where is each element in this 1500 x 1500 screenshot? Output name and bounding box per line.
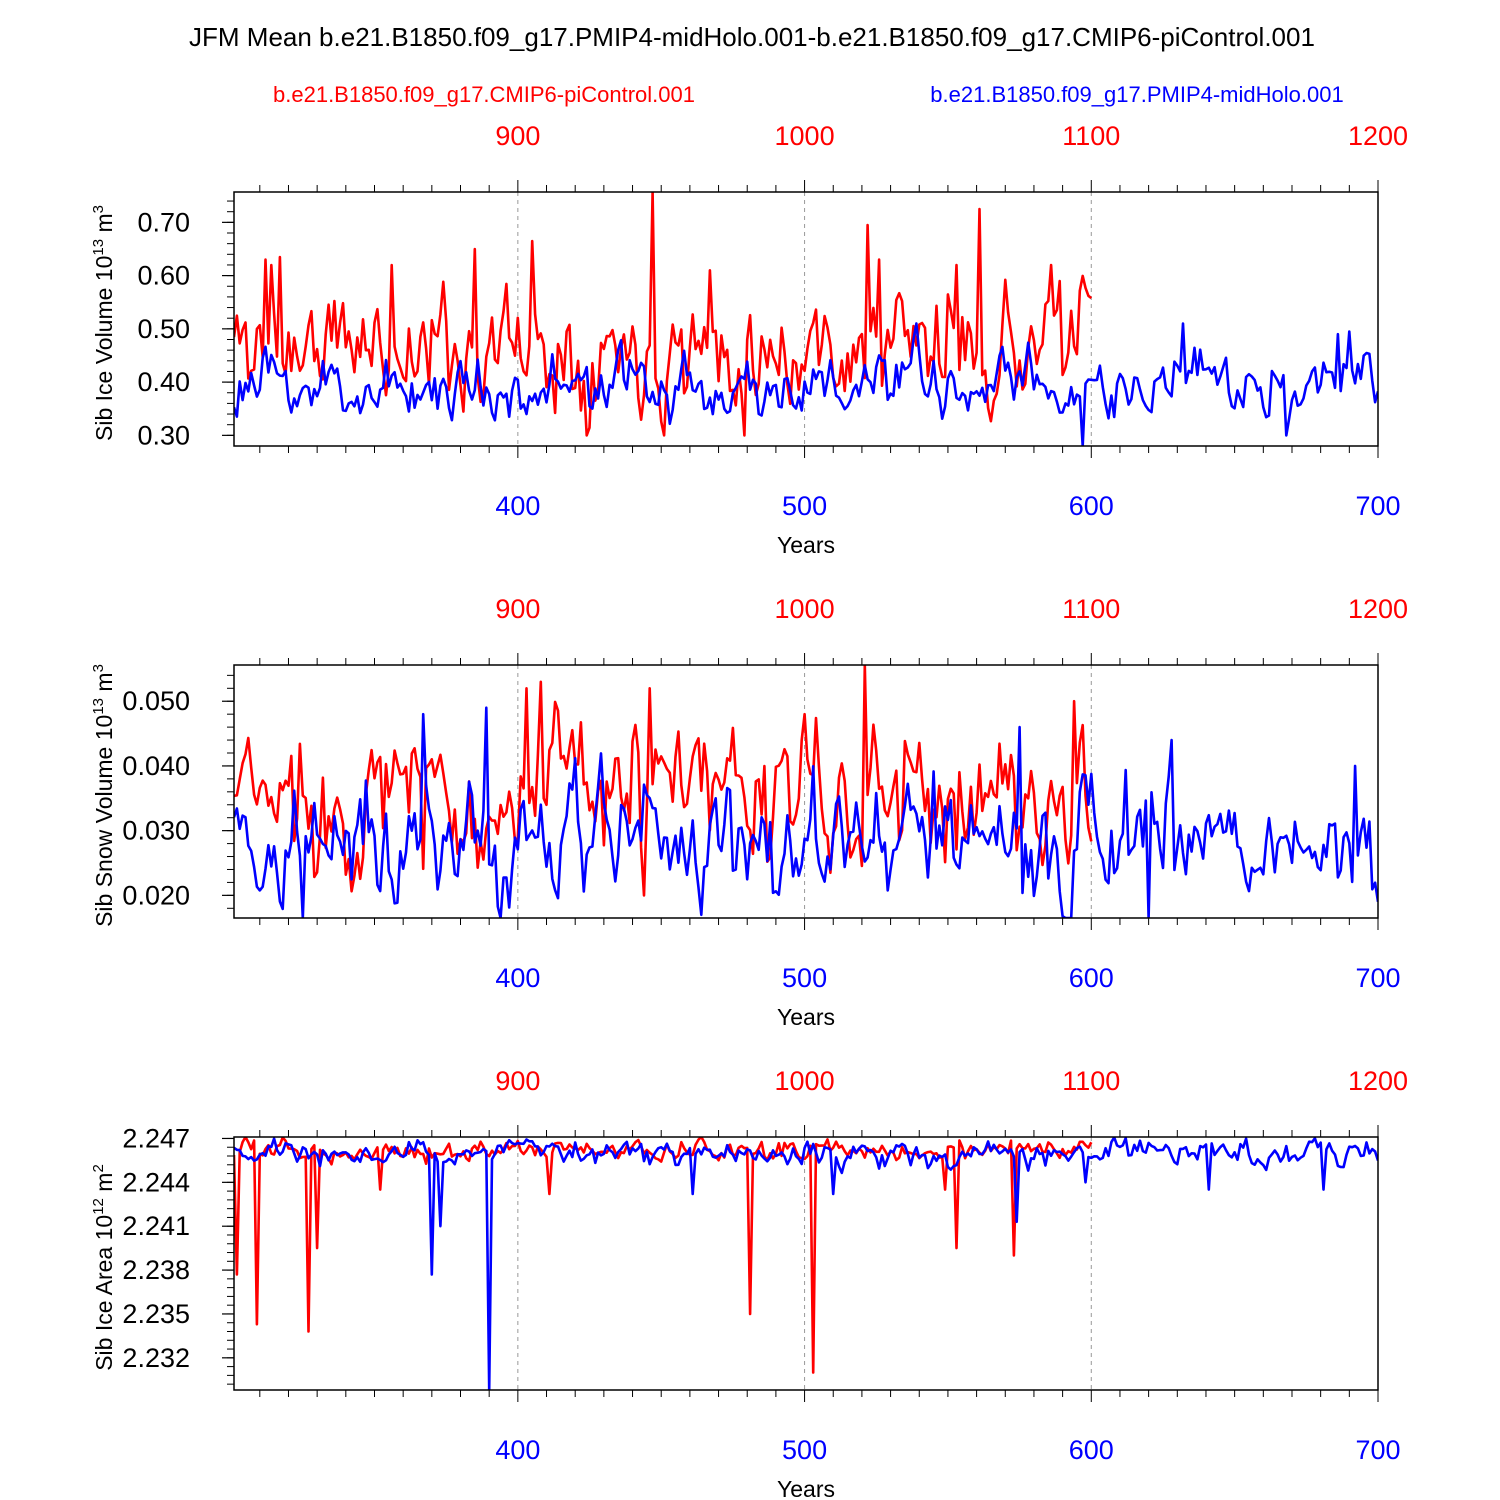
x-tick-label: 600 [1069,963,1114,993]
x-tick-label: 400 [495,491,540,521]
x-axis-label: Years [777,532,835,558]
y-axis-label: Sib Snow Volume 1013 m3 [90,664,117,927]
series-line-blue [234,706,1378,918]
plot-frame [233,1136,1379,1391]
x-tick-label: 700 [1355,963,1400,993]
x-top-tick-label: 1200 [1348,1066,1408,1096]
series-line-red [234,192,1093,437]
y-tick-label: 0.040 [122,751,190,781]
y-tick-label: 0.60 [137,261,190,291]
x-tick-label: 600 [1069,491,1114,521]
x-top-tick-label: 1100 [1062,594,1120,624]
x-top-tick-label: 1200 [1348,594,1408,624]
x-top-tick-label: 1000 [775,121,835,151]
y-tick-label: 0.50 [137,314,190,344]
x-tick-label: 500 [782,963,827,993]
x-axis-label: Years [777,1476,835,1500]
y-tick-label: 2.247 [122,1123,190,1153]
y-tick-label: 2.232 [122,1343,190,1373]
legend-blue-case: b.e21.B1850.f09_g17.PMIP4-midHolo.001 [930,82,1343,107]
plot-frame [233,664,1379,919]
x-top-tick-label: 900 [495,594,540,624]
y-tick-label: 0.030 [122,816,190,846]
legend-red-case: b.e21.B1850.f09_g17.CMIP6-piControl.001 [273,82,695,107]
y-axis-label: Sib Ice Area 1012 m2 [90,1164,117,1371]
x-tick-label: 700 [1355,491,1400,521]
x-tick-label: 500 [782,1435,827,1465]
y-tick-label: 2.235 [122,1299,190,1329]
y-tick-label: 0.30 [137,420,190,450]
x-top-tick-label: 900 [495,1066,540,1096]
y-tick-label: 2.238 [122,1255,190,1285]
y-tick-label: 0.70 [137,207,190,237]
x-top-tick-label: 1100 [1062,1066,1120,1096]
x-top-tick-label: 900 [495,121,540,151]
figure-title: JFM Mean b.e21.B1850.f09_g17.PMIP4-midHo… [189,22,1315,52]
x-tick-label: 600 [1069,1435,1114,1465]
y-tick-label: 0.40 [137,367,190,397]
y-tick-label: 2.241 [122,1211,190,1241]
plot-frame [233,191,1379,447]
panel-1: 400 500 600 700 900 1000 1100 1200 Years 0.30 0.40… [90,121,1408,558]
x-tick-label: 400 [495,1435,540,1465]
x-tick-label: 500 [782,491,827,521]
x-axis-label: Years [777,1004,835,1030]
x-top-tick-label: 1000 [775,1066,835,1096]
y-tick-label: 0.020 [122,880,190,910]
series-line-red [234,665,1093,897]
y-axis-label: Sib Ice Volume 1013 m3 [90,205,117,441]
x-top-tick-label: 1100 [1062,121,1120,151]
series-line-red [234,1137,1093,1374]
x-top-tick-label: 1000 [775,594,835,624]
x-tick-label: 400 [495,963,540,993]
x-top-tick-label: 1200 [1348,121,1408,151]
panel-2: 400 500 600 700 900 1000 1100 1200 Years 0.020 0.0… [90,594,1408,1030]
panel-3: 400 500 600 700 900 1000 1100 1200 Years 2.232 2.2… [90,1066,1408,1500]
series-line-blue [234,322,1378,446]
x-tick-label: 700 [1355,1435,1400,1465]
y-tick-label: 0.050 [122,686,190,716]
y-tick-label: 2.244 [122,1167,190,1197]
series-line-blue [234,1137,1378,1390]
